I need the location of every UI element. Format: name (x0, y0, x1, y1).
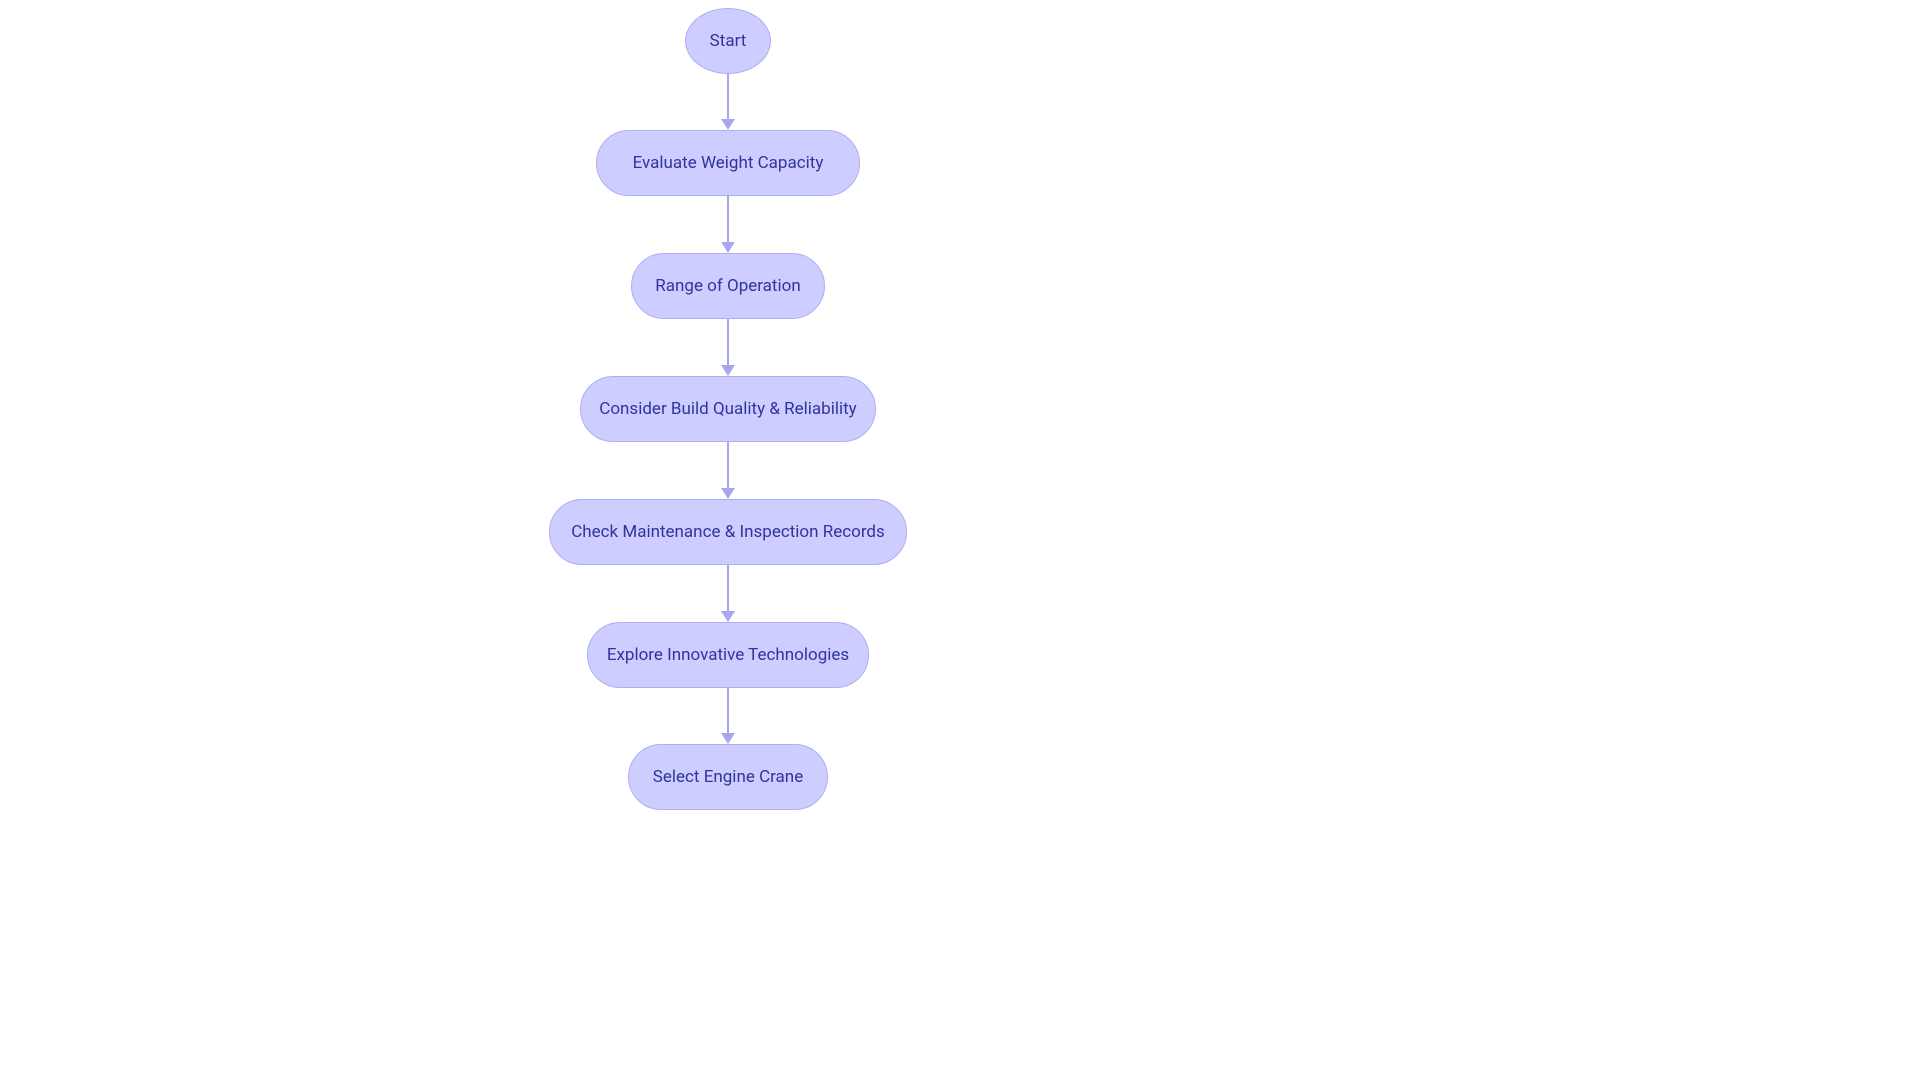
flow-edge (727, 319, 729, 365)
flow-node-label: Range of Operation (655, 276, 800, 296)
arrow-head-icon (721, 733, 735, 744)
flow-edge (727, 442, 729, 488)
arrow-head-icon (721, 488, 735, 499)
flow-edge (727, 196, 729, 242)
arrow-head-icon (721, 365, 735, 376)
arrow-head-icon (721, 611, 735, 622)
arrow-head-icon (721, 242, 735, 253)
flow-node-weight: Evaluate Weight Capacity (596, 130, 860, 196)
flow-edge (727, 74, 729, 119)
flow-node-label: Check Maintenance & Inspection Records (571, 522, 885, 542)
flow-node-label: Start (710, 31, 747, 51)
flow-node-start: Start (685, 8, 771, 74)
flow-node-quality: Consider Build Quality & Reliability (580, 376, 876, 442)
flow-node-label: Evaluate Weight Capacity (633, 153, 824, 173)
flow-node-label: Select Engine Crane (653, 767, 803, 787)
flow-node-range: Range of Operation (631, 253, 825, 319)
flow-node-label: Explore Innovative Technologies (607, 645, 849, 665)
flow-node-maint: Check Maintenance & Inspection Records (549, 499, 907, 565)
flow-node-tech: Explore Innovative Technologies (587, 622, 869, 688)
flow-node-select: Select Engine Crane (628, 744, 828, 810)
flow-edge (727, 565, 729, 611)
flowchart-canvas: Start Evaluate Weight Capacity Range of Op… (0, 0, 1920, 1080)
flow-node-label: Consider Build Quality & Reliability (599, 399, 856, 419)
flow-edge (727, 688, 729, 733)
arrow-head-icon (721, 119, 735, 130)
